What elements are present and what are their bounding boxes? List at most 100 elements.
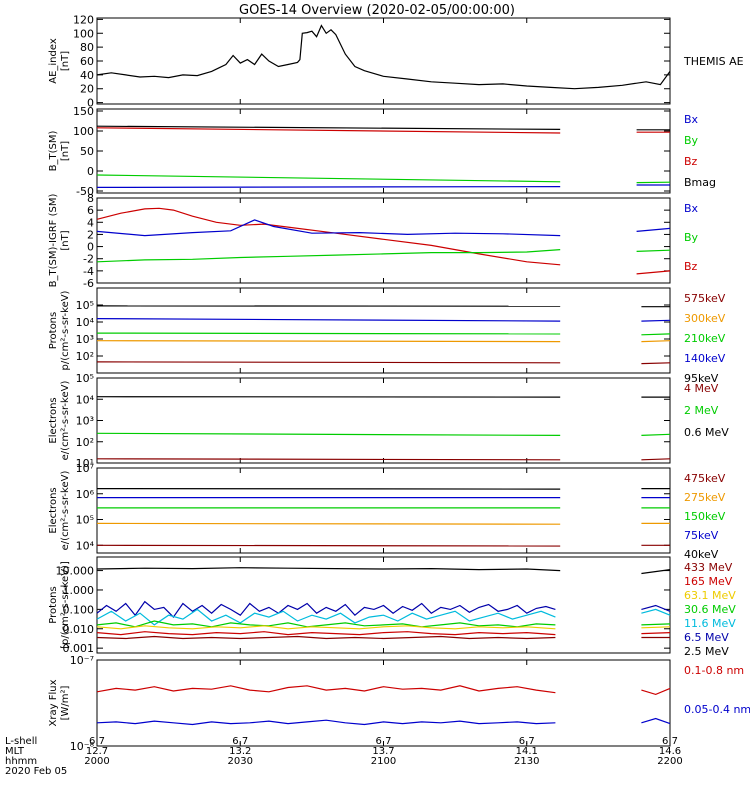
y-axis-label: Electrons bbox=[48, 487, 59, 533]
y-axis-label: Protons bbox=[48, 312, 59, 349]
series-0-1-0-8-nm bbox=[96, 685, 556, 694]
y-tick-label: 0 bbox=[87, 241, 94, 254]
x-tick-label: 2130 bbox=[514, 756, 539, 767]
y-tick-label: 20 bbox=[80, 83, 94, 96]
legend-entry: 11.6 MeV bbox=[684, 617, 736, 630]
series-40kev bbox=[96, 488, 561, 490]
y-tick-label: 10⁴ bbox=[76, 316, 95, 329]
y-tick-label: 10³ bbox=[76, 415, 94, 428]
series-433-mev bbox=[96, 635, 556, 640]
y-tick-label: 120 bbox=[73, 13, 94, 26]
x-tick-label: 13.2 bbox=[229, 746, 251, 757]
x-tick-label: 6.7 bbox=[662, 736, 678, 747]
y-axis-units: p/(cm²-s-sr-keV) bbox=[60, 290, 71, 370]
legend-entry: 150keV bbox=[684, 510, 726, 523]
series-by bbox=[96, 249, 561, 263]
legend-entry: By bbox=[684, 231, 699, 244]
panel-electrons_maged: 10⁴ 10⁵ 10⁶ 10⁷ Electrons e/(cm²-s-sr-keV) 475… bbox=[48, 462, 726, 561]
panel-frame-bsm bbox=[96, 108, 671, 194]
panel-electrons_mag: 10¹ 10² 10³ 10⁴ 10⁵ Electrons e/(cm²-s-sr-keV)… bbox=[48, 372, 729, 470]
series-30-6-mev-segment2 bbox=[641, 623, 671, 626]
y-tick-label: 80 bbox=[80, 41, 94, 54]
series-by-segment2 bbox=[636, 249, 671, 252]
legend-entry: 165 MeV bbox=[684, 575, 733, 588]
legend-entry: 275keV bbox=[684, 491, 726, 504]
y-tick-label: 0 bbox=[87, 165, 94, 178]
y-tick-label: -4 bbox=[83, 265, 94, 278]
legend-entry: 300keV bbox=[684, 312, 726, 325]
series-bz bbox=[96, 127, 561, 134]
y-axis-units: e/(cm²-s-sr-keV) bbox=[60, 471, 71, 551]
panel-xray: 10⁻⁸ 10⁻⁷ Xray Flux [W/m²] 0.1-0.8 nm 0.05-0.… bbox=[48, 654, 750, 753]
x-row-label: 2020 Feb 05 bbox=[5, 766, 67, 777]
x-tick-label: 2000 bbox=[84, 756, 109, 767]
legend-entry: 433 MeV bbox=[684, 561, 733, 574]
series-300kev bbox=[96, 340, 561, 343]
panel-bsm: -50 0 50 100 150 B_T(SM) [nT] Bx By Bz Bmag bbox=[48, 105, 716, 198]
panel-frame-ae bbox=[96, 17, 671, 105]
panel-frame-electrons_mag bbox=[96, 377, 671, 464]
series-bz bbox=[96, 207, 561, 266]
series-575kev-segment2 bbox=[641, 362, 671, 365]
series-6-5-mev bbox=[96, 600, 556, 619]
y-tick-label: 10⁴ bbox=[76, 393, 95, 406]
y-tick-label: 6 bbox=[87, 204, 94, 217]
y-axis-units: [W/m²] bbox=[60, 685, 71, 720]
y-tick-label: 10² bbox=[76, 436, 94, 449]
legend-entry: 75keV bbox=[684, 529, 719, 542]
legend-entry: Bx bbox=[684, 202, 699, 215]
y-tick-label: 10⁵ bbox=[76, 514, 94, 527]
series-63-1-mev-segment2 bbox=[641, 626, 671, 629]
series-475kev bbox=[96, 544, 561, 547]
panel-protons_mag: 10² 10³ 10⁴ 10⁵ Protons p/(cm²-s-sr-keV) 575ke… bbox=[48, 287, 726, 385]
y-tick-label: 2 bbox=[87, 228, 94, 241]
y-axis-units: e/(cm²-s-sr-keV) bbox=[60, 381, 71, 461]
y-tick-label: 0.100 bbox=[63, 603, 95, 616]
legend-entry: 0.05-0.4 nm bbox=[684, 703, 750, 716]
x-tick-label: 2200 bbox=[657, 756, 682, 767]
y-tick-label: 100 bbox=[73, 125, 94, 138]
series-165-mev-segment2 bbox=[641, 632, 671, 635]
panel-protons_epead: 0.001 0.010 0.100 1.000 10.000 Protons [p/(cm²… bbox=[48, 556, 736, 658]
series-bz-segment2 bbox=[636, 270, 671, 275]
x-row-label: hhmm bbox=[5, 756, 37, 767]
series-6-5-mev-segment2 bbox=[641, 604, 671, 612]
y-tick-label: -2 bbox=[83, 253, 94, 266]
legend-entry: Bmag bbox=[684, 176, 716, 189]
legend-entry: 475keV bbox=[684, 472, 726, 485]
x-tick-label: 6.7 bbox=[519, 736, 535, 747]
x-tick-label: 2030 bbox=[228, 756, 253, 767]
y-tick-label: 60 bbox=[80, 55, 94, 68]
y-tick-label: 10.000 bbox=[56, 565, 95, 578]
legend-entry: 2 MeV bbox=[684, 404, 719, 417]
y-tick-label: 150 bbox=[73, 105, 94, 118]
legend-entry: 95keV bbox=[684, 372, 719, 385]
legend-entry: By bbox=[684, 134, 699, 147]
series-11-6-mev-segment2 bbox=[641, 608, 671, 616]
y-tick-label: 8 bbox=[87, 192, 94, 205]
legend-entry: 2.5 MeV bbox=[684, 645, 729, 658]
y-tick-label: 50 bbox=[80, 145, 94, 158]
series-bx bbox=[96, 219, 561, 237]
y-tick-label: -50 bbox=[76, 185, 94, 198]
y-axis-units: [nT] bbox=[60, 141, 71, 161]
series-2-5-mev bbox=[96, 567, 561, 572]
y-tick-label: 10⁷ bbox=[76, 462, 94, 475]
x-row-label: MLT bbox=[5, 746, 25, 757]
series-210kev-segment2 bbox=[641, 333, 671, 336]
legend-entry: 63.1 MeV bbox=[684, 589, 736, 602]
y-axis-label: AE_index bbox=[48, 38, 59, 84]
y-tick-label: 40 bbox=[80, 69, 94, 82]
panel-frame-electrons_maged bbox=[96, 467, 671, 554]
legend-entry: 30.6 MeV bbox=[684, 603, 736, 616]
series-0-05-0-4-nm-segment2 bbox=[641, 717, 671, 725]
series-2-mev-segment2 bbox=[641, 433, 671, 436]
x-row-label: L-shell bbox=[5, 736, 37, 747]
y-tick-label: 4 bbox=[87, 216, 94, 229]
legend-entry: 140keV bbox=[684, 352, 726, 365]
legend-entry: 6.5 MeV bbox=[684, 631, 729, 644]
y-axis-label: B_T(SM) bbox=[48, 131, 59, 172]
series-11-6-mev bbox=[96, 608, 556, 626]
